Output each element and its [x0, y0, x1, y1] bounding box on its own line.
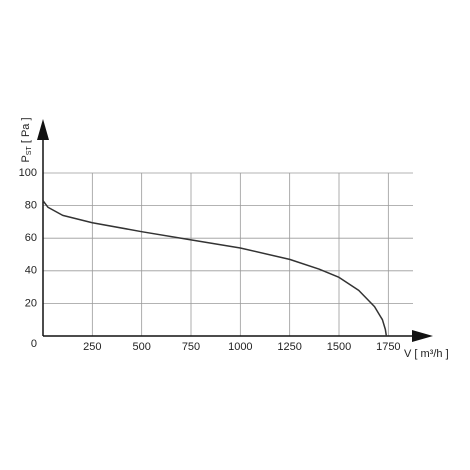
x-axis-arrow	[412, 330, 433, 342]
x-tick-label: 1250	[277, 341, 301, 353]
y-tick-label: 20	[25, 297, 37, 309]
y-tick-label: 0	[31, 338, 37, 350]
x-tick-label: 250	[83, 341, 101, 353]
x-axis-label: V [ m³/h ]	[404, 348, 449, 360]
x-tick-label: 1750	[376, 341, 400, 353]
y-axis-label: PST [ Pa ]	[20, 117, 33, 162]
y-axis-arrow	[37, 119, 49, 140]
x-tick-label: 1000	[228, 341, 252, 353]
x-tick-label: 750	[182, 341, 200, 353]
y-tick-label: 60	[25, 232, 37, 244]
y-tick-label: 80	[25, 200, 37, 212]
y-tick-label: 40	[25, 265, 37, 277]
x-tick-label: 1500	[327, 341, 351, 353]
performance-curve	[42, 200, 388, 337]
y-tick-label: 100	[19, 167, 37, 179]
x-tick-label: 500	[132, 341, 150, 353]
